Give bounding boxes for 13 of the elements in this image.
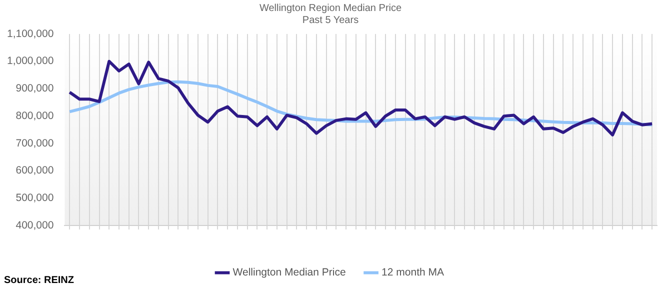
y-tick-label: 500,000: [16, 192, 54, 204]
legend-label: Wellington Median Price: [232, 266, 346, 279]
chart-title: Wellington Region Median Price: [259, 2, 402, 14]
y-tick-label: 1,000,000: [6, 55, 54, 68]
y-tick-label: 600,000: [16, 164, 54, 177]
y-tick-label: 400,000: [16, 219, 54, 232]
legend-label: 12 month MA: [382, 266, 444, 279]
source-note: Source: REINZ: [4, 275, 74, 286]
y-tick-label: 800,000: [16, 110, 54, 122]
y-tick-label: 1,100,000: [6, 28, 54, 40]
y-tick-label: 900,000: [16, 82, 54, 95]
chart-subtitle: Past 5 Years: [302, 14, 359, 26]
y-tick-label: 700,000: [16, 137, 54, 150]
